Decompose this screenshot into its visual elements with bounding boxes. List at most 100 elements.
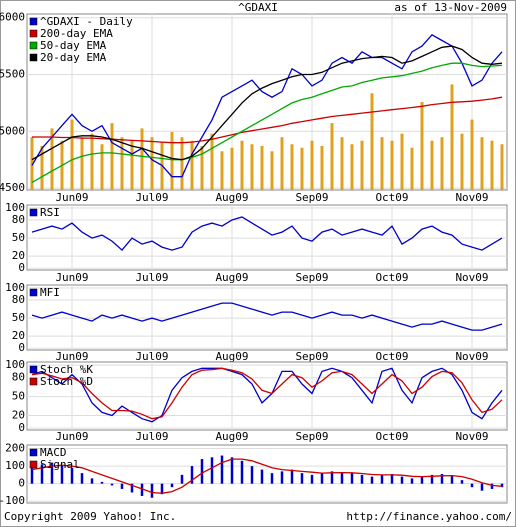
bar: [250, 466, 254, 484]
y-tick-label: 20: [12, 329, 25, 342]
bar: [470, 119, 474, 190]
bar: [40, 464, 44, 484]
bar: [290, 144, 294, 190]
bar: [460, 133, 464, 190]
y-tick-label: 100: [5, 201, 25, 214]
bar: [290, 469, 294, 484]
bar: [270, 151, 274, 190]
x-tick-label: Sep09: [295, 271, 328, 284]
x-tick-label: Aug09: [215, 430, 248, 443]
bar: [100, 481, 104, 484]
x-tick-label: Nov09: [455, 430, 488, 443]
bar: [110, 483, 114, 486]
line: [31, 33, 503, 178]
bar: [430, 140, 434, 190]
bar: [150, 137, 154, 190]
x-tick-label: Oct09: [375, 271, 408, 284]
bar: [190, 140, 194, 190]
x-tick-label: Aug09: [215, 271, 248, 284]
bar: [390, 474, 394, 484]
legend-swatch: [29, 288, 38, 297]
legend-label: RSI: [40, 206, 60, 219]
source-url: http://finance.yahoo.com/: [346, 510, 512, 523]
bar: [300, 147, 304, 190]
bar: [330, 123, 334, 190]
bar: [30, 137, 34, 190]
bar: [220, 151, 224, 190]
bar: [240, 460, 244, 484]
bar: [460, 480, 464, 484]
x-tick-label: Jun09: [55, 430, 88, 443]
bar: [50, 462, 54, 484]
bar: [90, 133, 94, 190]
bar: [220, 455, 224, 484]
bar: [90, 478, 94, 484]
line: [31, 45, 503, 161]
bar: [300, 473, 304, 484]
bar: [380, 474, 384, 484]
bar: [80, 137, 84, 190]
bar: [40, 146, 44, 190]
y-tick-label: 0: [18, 477, 25, 490]
copyright: Copyright 2009 Yahoo! Inc.: [4, 510, 176, 523]
y-tick-label: 80: [12, 371, 25, 384]
bar: [490, 483, 494, 489]
y-tick-label: 100: [5, 358, 25, 371]
legend-label: ^GDAXI - Daily: [40, 15, 133, 28]
bar: [450, 475, 454, 484]
y-tick-label: 100: [5, 459, 25, 472]
bar: [400, 476, 404, 484]
panel: [26, 444, 508, 504]
bar: [120, 483, 124, 489]
legend-swatch: [29, 29, 38, 38]
panel: [26, 361, 508, 431]
bar: [350, 144, 354, 190]
bar: [60, 465, 64, 484]
y-tick-label: 0: [18, 261, 25, 274]
bar: [70, 467, 74, 484]
x-tick-label: Aug09: [215, 350, 248, 363]
y-tick-label: 200: [5, 442, 25, 455]
y-tick-label: 50: [12, 311, 25, 324]
x-tick-label: Nov09: [455, 191, 488, 204]
bar: [140, 483, 144, 496]
bar: [130, 140, 134, 190]
legend-label: MACD: [40, 446, 67, 459]
bar: [170, 483, 174, 488]
bar: [200, 459, 204, 484]
bar: [310, 474, 314, 484]
y-tick-label: 0: [18, 341, 25, 354]
bar: [280, 471, 284, 484]
bar: [250, 144, 254, 190]
y-tick-label: 5000: [0, 124, 25, 137]
bar: [470, 483, 474, 488]
bar: [120, 137, 124, 190]
x-tick-label: Aug09: [215, 191, 248, 204]
legend-label: 200-day EMA: [40, 27, 113, 40]
y-tick-label: 0: [18, 421, 25, 434]
y-tick-label: 5500: [0, 68, 25, 81]
bar: [370, 476, 374, 484]
bar: [280, 137, 284, 190]
bar: [500, 483, 504, 488]
x-tick-label: Oct09: [375, 191, 408, 204]
legend-swatch: [29, 377, 38, 386]
bar: [340, 137, 344, 190]
legend-swatch: [29, 365, 38, 374]
bar: [100, 144, 104, 190]
bar: [450, 84, 454, 190]
bar: [180, 137, 184, 190]
line: [31, 367, 503, 420]
legend-label: MFI: [40, 286, 60, 299]
line: [31, 302, 503, 331]
y-tick-label: 80: [12, 293, 25, 306]
legend-swatch: [29, 208, 38, 217]
x-tick-label: Oct09: [375, 430, 408, 443]
y-tick-label: 20: [12, 409, 25, 422]
bar: [260, 146, 264, 190]
bar: [480, 137, 484, 190]
legend-label: 20-day EMA: [40, 51, 107, 64]
line: [31, 458, 503, 494]
x-tick-label: Jul09: [135, 191, 168, 204]
